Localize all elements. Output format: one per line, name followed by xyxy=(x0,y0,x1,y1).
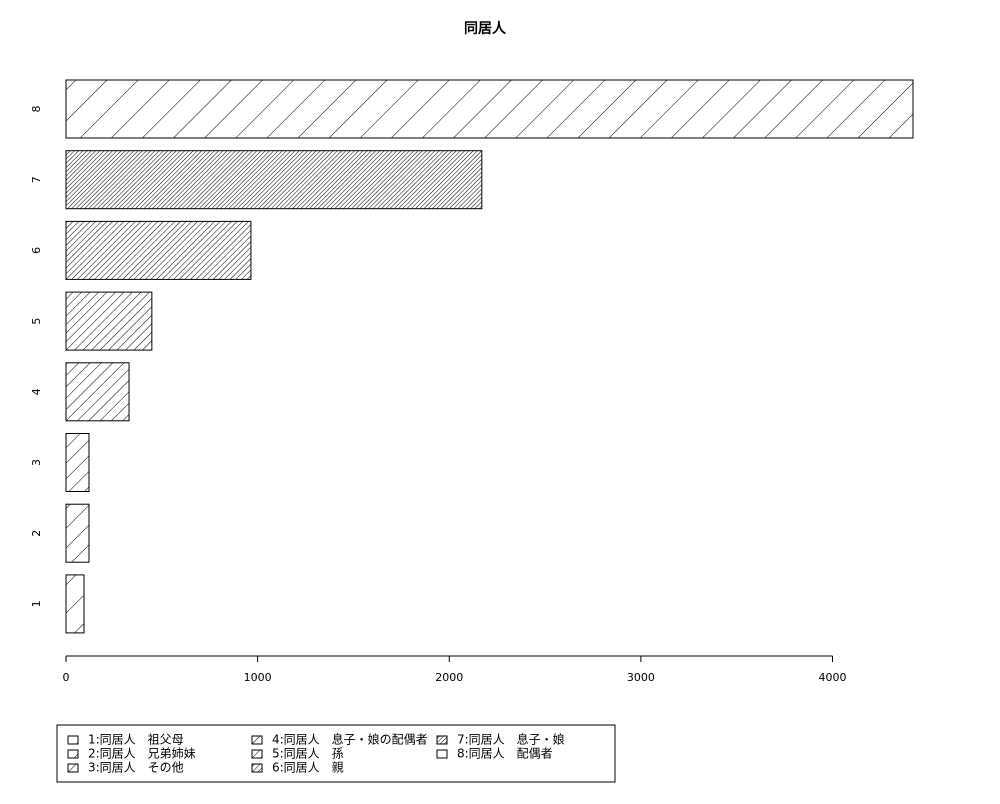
y-tick-label: 2 xyxy=(30,530,43,537)
legend-swatch xyxy=(67,763,79,773)
y-tick-label: 6 xyxy=(30,247,43,254)
legend-swatch xyxy=(251,735,263,745)
legend-swatch xyxy=(436,735,448,745)
legend-swatch xyxy=(251,749,263,759)
chart-title: 同居人 xyxy=(464,20,507,37)
legend-label: 2:同居人 兄弟姉妹 xyxy=(88,746,196,761)
legend-label: 6:同居人 親 xyxy=(272,761,344,775)
bar xyxy=(65,362,130,422)
x-tick-label: 1000 xyxy=(244,671,272,684)
y-tick-label: 8 xyxy=(30,106,43,113)
legend-swatch xyxy=(251,763,263,773)
bar xyxy=(65,150,483,210)
y-tick-label: 7 xyxy=(30,176,43,183)
legend-box xyxy=(56,724,616,783)
x-tick-label: 0 xyxy=(63,671,70,684)
legend-label: 4:同居人 息子・娘の配偶者 xyxy=(272,732,428,747)
legend-label: 3:同居人 その他 xyxy=(88,761,184,775)
y-tick-label: 3 xyxy=(30,459,43,466)
x-tick-label: 2000 xyxy=(435,671,463,684)
x-tick-label: 3000 xyxy=(627,671,655,684)
y-tick-label: 1 xyxy=(30,600,43,607)
y-tick-label: 4 xyxy=(30,388,43,395)
x-tick-label: 4000 xyxy=(819,671,847,684)
legend-swatch xyxy=(67,749,79,759)
bar xyxy=(65,79,914,139)
legend-label: 1:同居人 祖父母 xyxy=(88,732,184,747)
bar xyxy=(65,220,252,280)
legend-label: 8:同居人 配偶者 xyxy=(457,747,553,761)
legend-label: 7:同居人 息子・娘 xyxy=(457,732,565,747)
legend-swatch xyxy=(67,735,79,745)
bar xyxy=(65,503,90,563)
legend-label: 5:同居人 孫 xyxy=(272,747,344,761)
y-tick-label: 5 xyxy=(30,318,43,325)
bar xyxy=(65,433,90,492)
legend-swatch xyxy=(436,749,448,759)
bar xyxy=(65,291,153,351)
bar xyxy=(65,574,85,634)
